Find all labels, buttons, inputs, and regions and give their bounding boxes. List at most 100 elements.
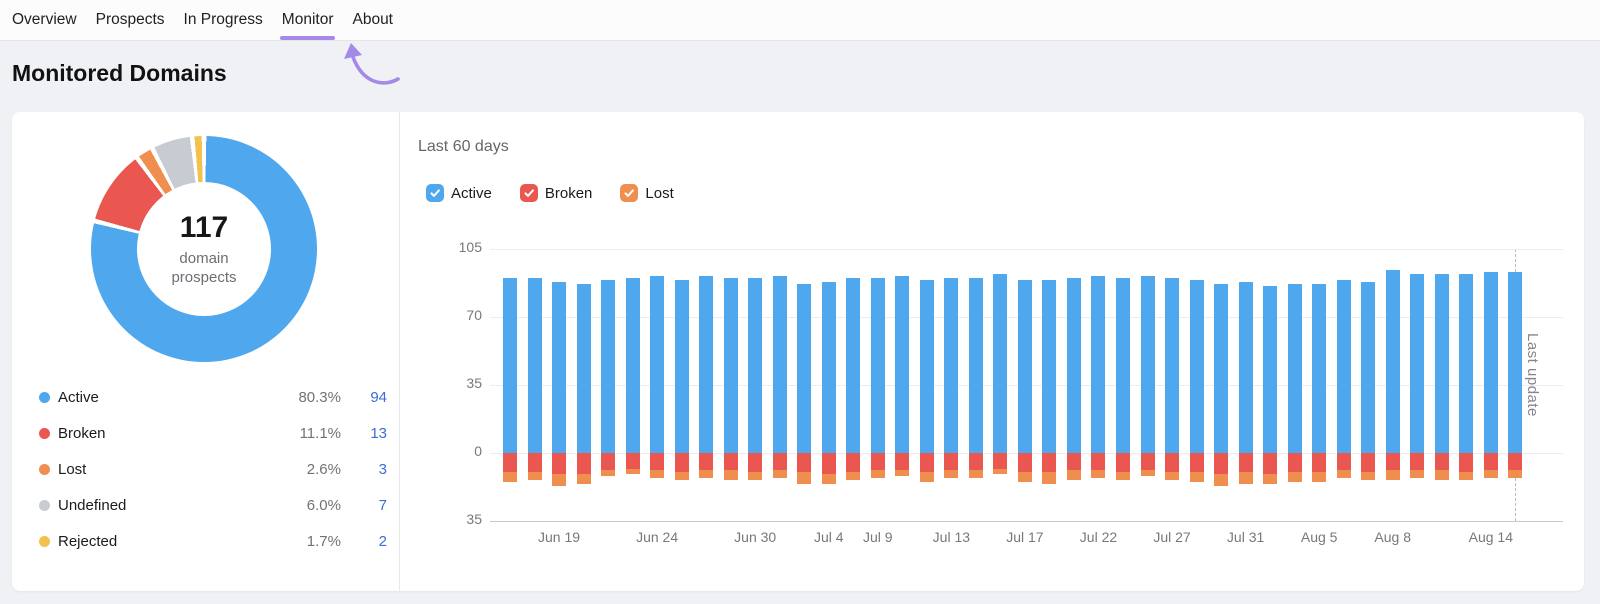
bar-column[interactable] [699,249,714,521]
donut-subtitle: domain prospects [171,250,237,286]
x-axis-tick-label: Jun 24 [636,529,679,545]
panel-divider [399,112,400,591]
bar-segment-lost [1483,470,1498,479]
bar-segment-broken [1483,453,1498,471]
bar-column[interactable] [1165,249,1180,521]
filter-broken[interactable]: Broken [519,184,592,202]
bar-segment-active [576,283,591,453]
bar-column[interactable] [1385,249,1400,521]
legend-count-link[interactable]: 94 [370,388,387,406]
bar-segment-lost [772,470,787,479]
filter-lost[interactable]: Lost [620,184,674,202]
bar-segment-active [1091,276,1106,453]
bar-segment-broken [699,453,714,471]
bar-segment-lost [944,470,959,479]
bar-column[interactable] [1066,249,1081,521]
bar-column[interactable] [552,249,567,521]
bar-column[interactable] [1312,249,1327,521]
bar-column[interactable] [576,249,591,521]
bar-column[interactable] [944,249,959,521]
legend-row-lost: Lost 2.6% 3 [39,451,387,487]
bar-column[interactable] [503,249,517,521]
bar-column[interactable] [772,249,787,521]
bar-column[interactable] [625,249,640,521]
bar-column[interactable] [674,249,689,521]
bar-column[interactable] [1361,249,1376,521]
bar-column[interactable] [650,249,665,521]
legend-count-link[interactable]: 2 [378,532,387,550]
bar-segment-broken [1434,453,1449,471]
bar-column[interactable] [1483,249,1498,521]
x-axis-tick-label: Jul 31 [1226,529,1265,545]
legend-count-link[interactable]: 3 [378,460,387,478]
bar-column[interactable] [723,249,738,521]
bar-segment-broken [1140,453,1155,471]
bar-column[interactable] [968,249,983,521]
bar-segment-lost [1091,470,1106,479]
bar-segment-active [1385,270,1400,453]
legend-count-link[interactable]: 7 [378,496,387,514]
bar-column[interactable] [1410,249,1425,521]
lost-checkbox[interactable] [620,184,639,202]
bar-segment-broken [1042,453,1057,473]
bar-column[interactable] [895,249,910,521]
bar-column[interactable] [1238,249,1253,521]
bar-segment-active [895,276,910,453]
bar-column[interactable] [993,249,1008,521]
bar-segment-lost [797,472,812,485]
bar-segment-active [1238,282,1253,453]
x-axis-tick-label: Jun 30 [734,529,777,545]
bar-column[interactable] [1017,249,1032,521]
bar-segment-active [601,280,616,453]
gridline [490,521,1563,522]
bar-column[interactable] [1287,249,1302,521]
bar-column[interactable] [1336,249,1351,521]
bar-segment-active [503,278,517,453]
bar-column[interactable] [1189,249,1204,521]
bar-column[interactable] [1508,249,1523,521]
bar-column[interactable] [919,249,934,521]
bar-column[interactable] [1091,249,1106,521]
bar-column[interactable] [527,249,542,521]
bar-column[interactable] [1214,249,1229,521]
bar-column[interactable] [870,249,885,521]
bar-column[interactable] [846,249,861,521]
nav-item-prospects[interactable]: Prospects [95,11,165,28]
nav-item-about[interactable]: About [352,11,393,28]
bar-segment-active [1459,274,1474,453]
bar-segment-lost [895,470,910,477]
bar-segment-lost [1238,472,1253,485]
bar-column[interactable] [1042,249,1057,521]
bar-column[interactable] [1140,249,1155,521]
bar-segment-lost [1459,472,1474,481]
bar-segment-active [1189,280,1204,453]
nav-item-in-progress[interactable]: In Progress [183,11,263,28]
bar-segment-active [1336,280,1351,453]
bar-column[interactable] [1434,249,1449,521]
donut-chart[interactable]: 117 domain prospects [91,136,317,362]
last-update-label: Last update [1524,333,1541,417]
nav-item-overview[interactable]: Overview [12,11,77,28]
x-axis-tick-label: Jul 4 [813,529,844,545]
bar-column[interactable] [601,249,616,521]
bar-column[interactable] [748,249,763,521]
legend-row-rejected: Rejected 1.7% 2 [39,523,387,559]
nav-item-monitor[interactable]: Monitor [279,0,336,40]
bar-segment-broken [576,453,591,475]
bar-column[interactable] [797,249,812,521]
x-axis-tick-label: Aug 14 [1468,529,1513,545]
bar-column[interactable] [1459,249,1474,521]
bar-column[interactable] [821,249,836,521]
bar-segment-active [674,280,689,453]
check-icon [624,189,635,197]
chart-title: Last 60 days [418,138,509,155]
lost-dot-icon [39,463,50,475]
broken-checkbox[interactable] [519,184,538,202]
undefined-dot-icon [39,499,50,511]
legend-count-link[interactable]: 13 [370,424,387,442]
bar-column[interactable] [1263,249,1278,521]
filter-active[interactable]: Active [426,184,492,202]
active-checkbox[interactable] [426,184,444,202]
bar-column[interactable] [1116,249,1130,521]
